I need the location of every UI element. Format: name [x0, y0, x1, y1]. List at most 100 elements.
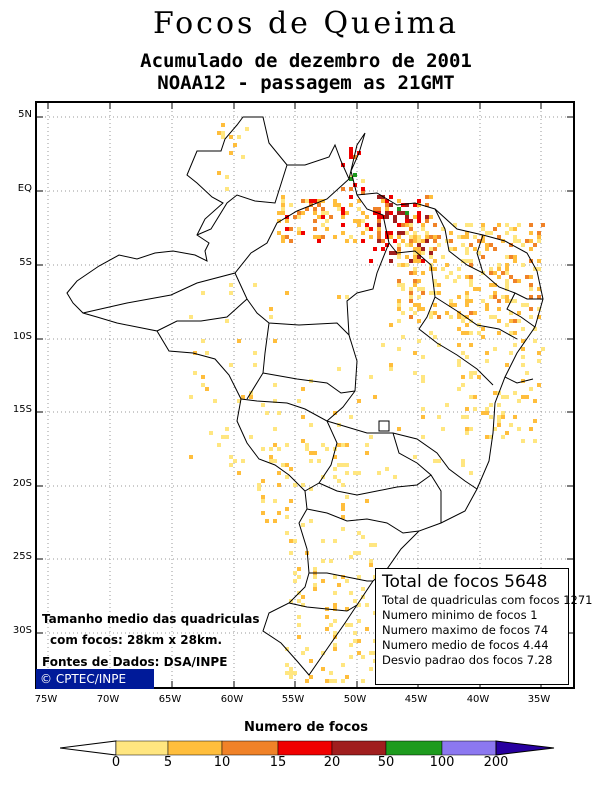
fire-cell [489, 315, 493, 319]
fire-cell [257, 487, 261, 491]
fire-cell [405, 211, 409, 215]
fire-cell [533, 327, 537, 331]
fire-cell [221, 123, 225, 127]
fire-cell [473, 235, 477, 239]
fire-cell [417, 211, 421, 215]
fire-cell [337, 463, 341, 467]
fire-cell [329, 623, 333, 627]
fire-cell [393, 239, 397, 243]
fire-cell [481, 239, 485, 243]
fire-cell [365, 451, 369, 455]
fire-cell [405, 263, 409, 267]
fire-cell [421, 375, 425, 379]
fire-cell [505, 231, 509, 235]
fire-cell [341, 211, 345, 215]
fire-cell [525, 239, 529, 243]
fire-cell [349, 643, 353, 647]
fire-cell [321, 211, 325, 215]
fire-cell [329, 215, 333, 219]
fire-cell [429, 251, 433, 255]
fire-cell [413, 239, 417, 243]
fire-cell [513, 259, 517, 263]
fire-cell [421, 251, 425, 255]
fire-cell [501, 295, 505, 299]
fire-cell [297, 215, 301, 219]
fire-cell [313, 235, 317, 239]
fire-cell [309, 451, 313, 455]
fire-cell [505, 431, 509, 435]
fire-cell [301, 523, 305, 527]
lat-label-15s: 15S [12, 404, 32, 415]
fire-cell [433, 283, 437, 287]
fire-cell [485, 407, 489, 411]
fire-cell [281, 207, 285, 211]
fire-cell [449, 271, 453, 275]
fire-cell [313, 219, 317, 223]
fire-cell [465, 247, 469, 251]
fire-cell [537, 267, 541, 271]
fire-cell [417, 239, 421, 243]
fire-cell [313, 199, 317, 203]
fire-cell [357, 619, 361, 623]
fire-cell [193, 351, 197, 355]
fire-cell [469, 371, 473, 375]
fire-cell [481, 227, 485, 231]
fire-cell [505, 395, 509, 399]
fire-cell [321, 651, 325, 655]
fire-cell [321, 207, 325, 211]
fire-cell [349, 555, 353, 559]
fire-cell [253, 283, 257, 287]
fire-cell [409, 315, 413, 319]
fire-cell [289, 203, 293, 207]
fire-cell [513, 331, 517, 335]
fire-cell [389, 367, 393, 371]
fire-cell [433, 223, 437, 227]
fire-cell [469, 275, 473, 279]
fire-cell [409, 243, 413, 247]
fire-cell [333, 647, 337, 651]
fire-cell [421, 271, 425, 275]
fire-cell [421, 259, 425, 263]
legend-color-2 [167, 740, 223, 756]
fire-cell [269, 459, 273, 463]
fire-cell [341, 575, 345, 579]
fire-cell [453, 247, 457, 251]
fire-cell [409, 271, 413, 275]
fire-cell [333, 603, 337, 607]
fire-cell [377, 223, 381, 227]
fire-cell [537, 307, 541, 311]
fire-cell [397, 223, 401, 227]
fire-cell [313, 211, 317, 215]
fire-cell [497, 307, 501, 311]
fire-cell [341, 463, 345, 467]
fire-cell [385, 215, 389, 219]
fire-cell [357, 219, 361, 223]
fire-cell [529, 315, 533, 319]
fire-cell [337, 583, 341, 587]
fire-cell [489, 435, 493, 439]
fire-cell [485, 411, 489, 415]
fire-cell [341, 483, 345, 487]
brazil-outline [66, 116, 544, 676]
fire-cell [541, 223, 545, 227]
fire-cell [333, 575, 337, 579]
fire-cell [377, 471, 381, 475]
fire-cell [497, 299, 501, 303]
fire-cell [293, 483, 297, 487]
fire-cell [413, 351, 417, 355]
fire-cell [469, 427, 473, 431]
fire-cell [413, 371, 417, 375]
fire-cell [321, 539, 325, 543]
fire-cell [493, 291, 497, 295]
fire-cell [517, 399, 521, 403]
fire-cell [377, 219, 381, 223]
fire-cell [333, 619, 337, 623]
fire-cell [393, 215, 397, 219]
fire-cell [401, 283, 405, 287]
fire-cell [457, 267, 461, 271]
fire-cell [421, 415, 425, 419]
fire-cell [349, 151, 353, 155]
fire-cell [513, 227, 517, 231]
fire-cell [341, 507, 345, 511]
fire-cell [529, 307, 533, 311]
